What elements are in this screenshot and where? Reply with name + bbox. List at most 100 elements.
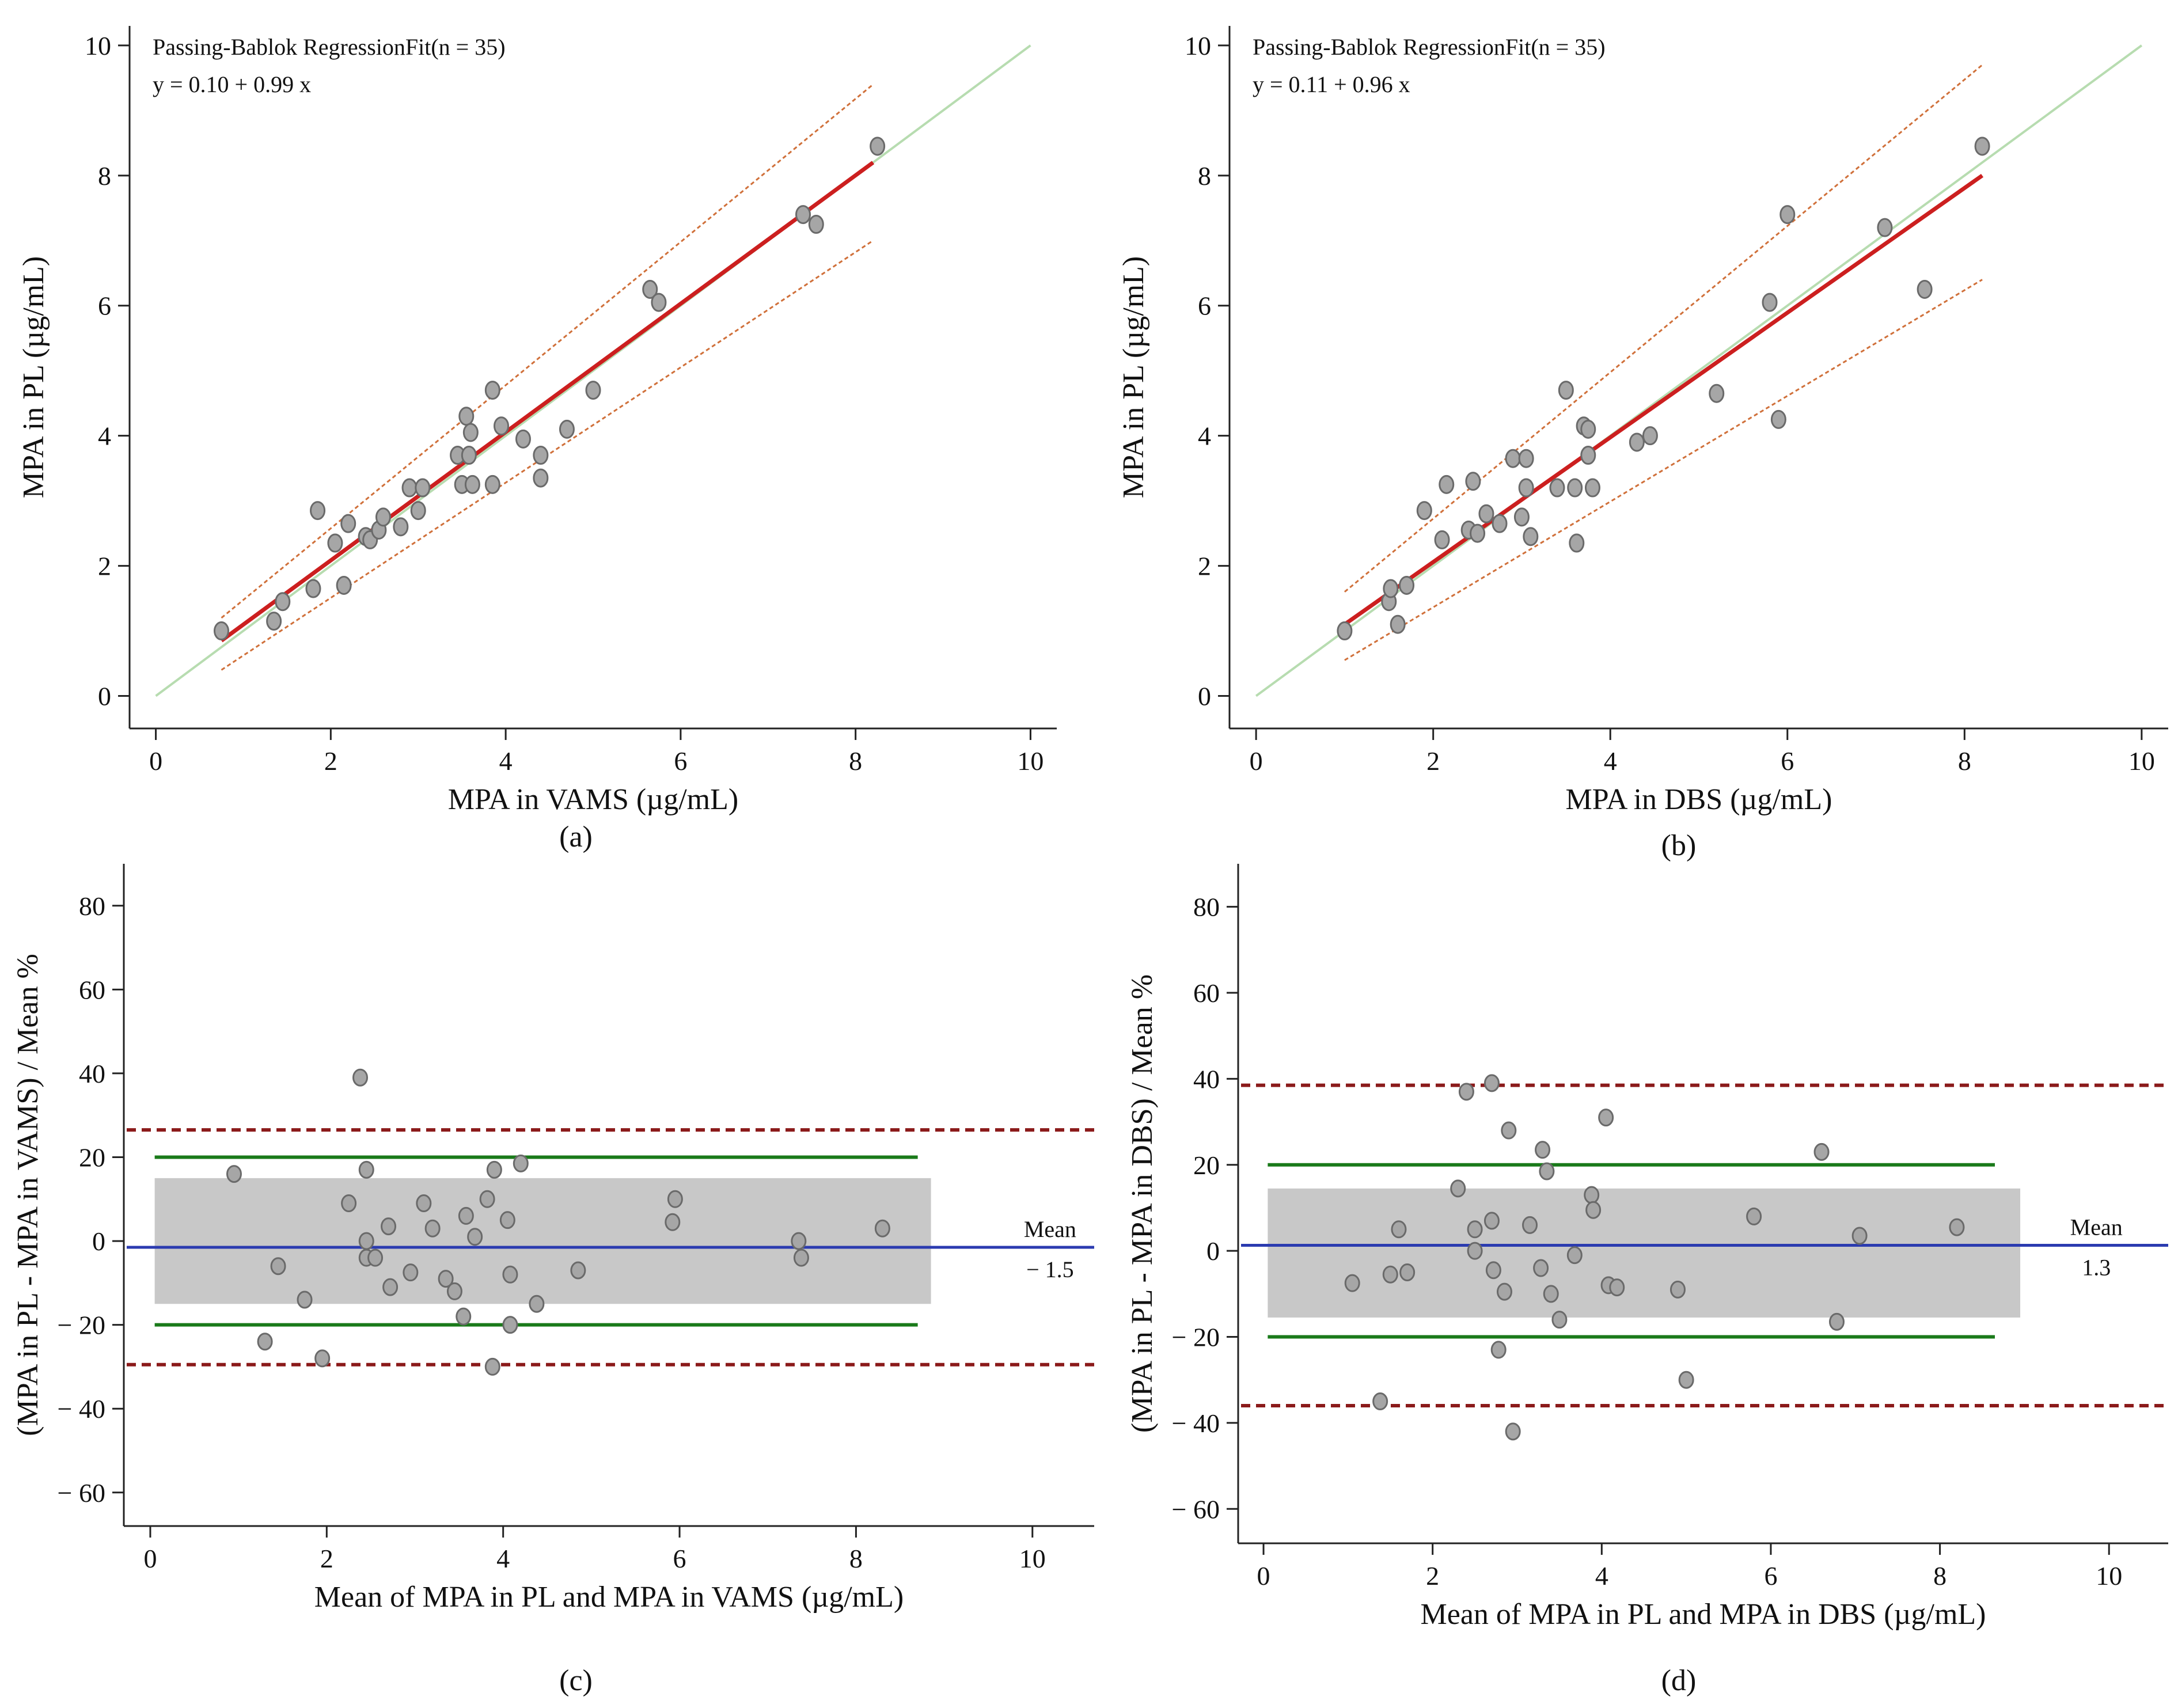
x-tick-label: 6 bbox=[674, 746, 687, 776]
x-tick-label: 8 bbox=[1958, 746, 1971, 776]
y-tick-label: 8 bbox=[98, 161, 111, 191]
data-point bbox=[1974, 136, 1990, 156]
y-tick-label: − 20 bbox=[1172, 1323, 1220, 1352]
data-point bbox=[1584, 478, 1600, 498]
data-point bbox=[1522, 1216, 1538, 1234]
data-point bbox=[352, 1068, 369, 1087]
regression-fit-line bbox=[1343, 173, 1984, 627]
data-point bbox=[415, 478, 431, 498]
data-point bbox=[874, 1219, 890, 1238]
data-point bbox=[484, 475, 500, 494]
data-point bbox=[665, 1213, 681, 1231]
data-point bbox=[1851, 1227, 1868, 1245]
data-point bbox=[870, 136, 886, 156]
data-point bbox=[446, 1282, 462, 1300]
mean-label: Mean bbox=[2070, 1214, 2123, 1240]
y-tick-label: − 60 bbox=[58, 1478, 105, 1508]
data-point bbox=[456, 1307, 472, 1326]
y-tick-label: 0 bbox=[1198, 682, 1211, 711]
data-point bbox=[410, 501, 426, 521]
data-point bbox=[1567, 478, 1583, 498]
x-tick-label: 6 bbox=[1781, 746, 1794, 776]
y-tick-label: 4 bbox=[1198, 422, 1211, 451]
data-point bbox=[341, 1194, 357, 1213]
data-point bbox=[1539, 1162, 1555, 1181]
y-tick-label: 20 bbox=[1193, 1151, 1220, 1180]
data-point bbox=[1580, 446, 1596, 465]
data-point bbox=[257, 1333, 273, 1351]
x-tick-label: 2 bbox=[1426, 1561, 1439, 1591]
data-point bbox=[401, 478, 418, 498]
y-tick-label: 40 bbox=[79, 1059, 105, 1088]
data-point bbox=[1465, 472, 1481, 491]
data-point bbox=[1434, 530, 1450, 549]
x-tick-label: 0 bbox=[149, 746, 162, 776]
data-point bbox=[340, 514, 356, 533]
data-point bbox=[513, 1154, 529, 1172]
data-point bbox=[1416, 501, 1432, 521]
data-point bbox=[1746, 1207, 1762, 1225]
data-point bbox=[1558, 381, 1574, 400]
data-point bbox=[1629, 432, 1645, 452]
y-tick-label: 10 bbox=[1185, 31, 1211, 60]
mean-value-label: − 1.5 bbox=[1026, 1257, 1074, 1282]
data-point bbox=[213, 621, 229, 641]
data-point bbox=[438, 1270, 454, 1288]
data-point bbox=[403, 1263, 419, 1282]
data-point bbox=[1877, 218, 1893, 237]
data-point bbox=[1678, 1371, 1694, 1389]
x-tick-label: 8 bbox=[849, 1544, 863, 1573]
x-tick-label: 6 bbox=[1764, 1561, 1777, 1591]
y-tick-label: 2 bbox=[1198, 552, 1211, 581]
data-point bbox=[358, 1160, 374, 1179]
data-point bbox=[1669, 1280, 1686, 1299]
regression-annotation-title: Passing-Bablok RegressionFit(n = 35) bbox=[153, 34, 506, 60]
data-point bbox=[1470, 523, 1486, 543]
y-tick-label: 60 bbox=[1193, 978, 1220, 1008]
data-point bbox=[1598, 1109, 1614, 1127]
data-point bbox=[667, 1190, 683, 1208]
data-point bbox=[515, 429, 531, 449]
y-axis-title: (MPA in PL - MPA in DBS) / Mean % bbox=[1126, 974, 1159, 1433]
data-point bbox=[1478, 504, 1494, 523]
regression-annotation-title: Passing-Bablok RegressionFit(n = 35) bbox=[1253, 34, 1606, 60]
panel-label: (b) bbox=[1661, 829, 1697, 862]
x-tick-label: 4 bbox=[496, 1544, 510, 1573]
data-point bbox=[1501, 1121, 1517, 1140]
data-point bbox=[1549, 478, 1565, 498]
y-tick-label: 40 bbox=[1193, 1064, 1220, 1094]
data-point bbox=[1450, 1179, 1466, 1198]
data-point bbox=[305, 579, 321, 598]
data-point bbox=[310, 501, 326, 521]
data-point bbox=[1490, 1341, 1507, 1359]
panel-b: 0 2 4 6 8 10 0 2 4 6 8 10 MPA in DBS (µg/mL) MPA in P… bbox=[1117, 26, 2168, 862]
ci-lower-line bbox=[1344, 279, 1983, 661]
data-point bbox=[327, 533, 343, 553]
data-point bbox=[1533, 1259, 1549, 1277]
data-point bbox=[297, 1291, 313, 1309]
data-point bbox=[1382, 1265, 1398, 1284]
y-axis-title: (MPA in PL - MPA in VAMS) / Mean % bbox=[12, 954, 44, 1436]
y-tick-label: 80 bbox=[79, 891, 105, 921]
x-tick-label: 4 bbox=[499, 746, 513, 776]
data-point bbox=[375, 507, 391, 527]
panel-label: (d) bbox=[1661, 1664, 1697, 1697]
x-axis-title: MPA in VAMS (µg/mL) bbox=[448, 783, 738, 816]
data-point bbox=[1535, 1141, 1551, 1159]
data-point bbox=[275, 592, 291, 612]
data-point bbox=[1551, 1311, 1568, 1329]
panel-a: 0 2 4 6 8 10 0 2 4 6 8 10 MPA in VAMS (µg/mL) MPA in … bbox=[17, 26, 1057, 853]
data-point bbox=[1483, 1074, 1500, 1092]
data-point bbox=[461, 446, 477, 465]
data-point bbox=[642, 280, 658, 299]
y-tick-label: 80 bbox=[1193, 893, 1220, 922]
panel-d: 0 2 4 6 8 10 80 60 40 20 0 − 20 − 40 − 60 Mean of MPA … bbox=[1126, 864, 2168, 1697]
panel-label: (a) bbox=[559, 821, 593, 853]
data-point bbox=[502, 1316, 518, 1334]
x-tick-label: 0 bbox=[1257, 1561, 1270, 1591]
data-point bbox=[1399, 1263, 1416, 1281]
data-point bbox=[314, 1349, 331, 1368]
regression-equation: y = 0.11 + 0.96 x bbox=[1253, 71, 1410, 97]
y-axis-title: MPA in PL (µg/mL) bbox=[17, 256, 50, 499]
data-point bbox=[1492, 514, 1508, 533]
